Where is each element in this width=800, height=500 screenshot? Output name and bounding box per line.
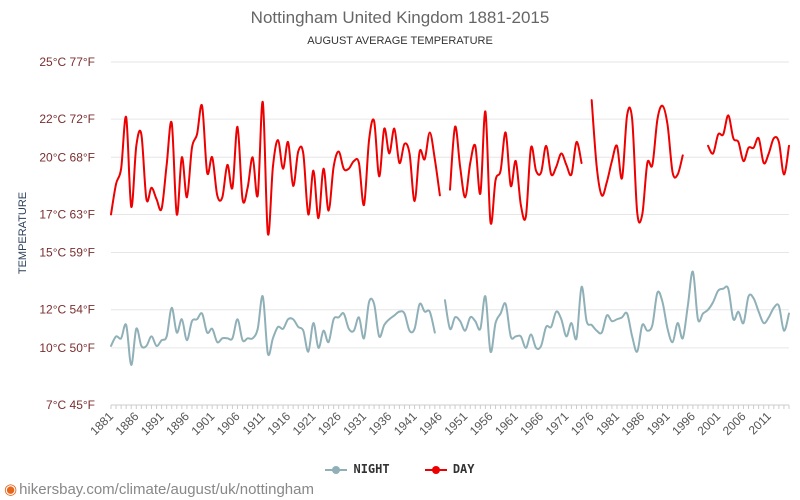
x-tick-label: 1991 bbox=[644, 409, 673, 438]
series-layer bbox=[110, 99, 790, 366]
x-tick-label: 1986 bbox=[619, 409, 648, 438]
x-tick-label: 1921 bbox=[290, 409, 319, 438]
y-axis-label: TEMPERATURE bbox=[17, 192, 29, 274]
chart-title: Nottingham United Kingdom 1881-2015 bbox=[250, 8, 550, 27]
series-night bbox=[110, 270, 790, 366]
x-tick-label: 1901 bbox=[189, 409, 218, 438]
y-tick-label: 15°C 59°F bbox=[39, 246, 95, 260]
x-tick-label: 1911 bbox=[240, 409, 268, 437]
y-tick-label: 25°C 77°F bbox=[39, 55, 95, 69]
x-tick-label: 1886 bbox=[113, 409, 142, 438]
day-line-segment-2 bbox=[590, 99, 684, 224]
x-tick-label: 1931 bbox=[340, 409, 369, 438]
legend-item-day[interactable]: DAY bbox=[424, 462, 475, 476]
chart-legend: NIGHT DAY bbox=[0, 462, 800, 476]
x-tick-label: 1996 bbox=[669, 409, 698, 438]
x-tick-label: 1951 bbox=[442, 409, 471, 438]
legend-label-day: DAY bbox=[452, 462, 475, 476]
y-tick-label: 17°C 63°F bbox=[39, 207, 95, 221]
legend-item-night[interactable]: NIGHT bbox=[325, 462, 390, 476]
night-line-segment-1 bbox=[443, 270, 790, 353]
legend-swatch-night bbox=[325, 465, 348, 475]
x-tick-label: 1881 bbox=[87, 409, 116, 438]
y-tick-label: 10°C 50°F bbox=[39, 341, 95, 355]
legend-swatch-day bbox=[424, 465, 447, 475]
x-tick-label: 1971 bbox=[543, 409, 572, 438]
x-tick-label: 1956 bbox=[467, 409, 496, 438]
footer-url: hikersbay.com/climate/august/uk/nottingh… bbox=[19, 481, 314, 498]
x-axis: 1881188618911896190119061911191619211926… bbox=[87, 404, 790, 438]
series-day bbox=[110, 99, 790, 236]
x-tick-label: 1946 bbox=[416, 409, 445, 438]
footer-link[interactable]: ◉ hikersbay.com/climate/august/uk/notting… bbox=[4, 480, 314, 498]
y-tick-label: 22°C 72°F bbox=[39, 112, 95, 126]
grid-layer bbox=[111, 61, 789, 406]
x-tick-label: 1966 bbox=[517, 409, 546, 438]
y-tick-label: 7°C 45°F bbox=[46, 398, 95, 412]
x-tick-label: 1981 bbox=[593, 409, 622, 438]
y-axis: 7°C 45°F 10°C 50°F 12°C 54°F 15°C 59°F 17°C … bbox=[39, 55, 95, 412]
day-line-segment-1 bbox=[449, 110, 583, 225]
y-tick-label: 12°C 54°F bbox=[39, 303, 95, 317]
x-tick-label: 1891 bbox=[138, 409, 167, 438]
x-tick-label: 1906 bbox=[214, 409, 243, 438]
x-tick-label: 2001 bbox=[695, 409, 724, 438]
x-tick-label: 1976 bbox=[568, 409, 597, 438]
x-tick-label: 2006 bbox=[720, 409, 749, 438]
x-tick-label: 1941 bbox=[391, 409, 420, 438]
night-line-segment-0 bbox=[110, 295, 436, 366]
x-tick-label: 1936 bbox=[366, 409, 395, 438]
x-tick-label: 1916 bbox=[264, 409, 293, 438]
legend-label-night: NIGHT bbox=[353, 462, 390, 476]
x-tick-label: 1896 bbox=[163, 409, 192, 438]
x-tick-label: 2011 bbox=[746, 409, 774, 437]
y-tick-label: 20°C 68°F bbox=[39, 150, 95, 164]
x-tick-label: 1926 bbox=[315, 409, 344, 438]
x-tick-label: 1961 bbox=[492, 409, 521, 438]
chart-subtitle: AUGUST AVERAGE TEMPERATURE bbox=[307, 35, 493, 47]
day-line-segment-3 bbox=[707, 114, 790, 176]
location-pin-icon: ◉ bbox=[4, 481, 18, 498]
day-line-segment-0 bbox=[110, 101, 441, 236]
